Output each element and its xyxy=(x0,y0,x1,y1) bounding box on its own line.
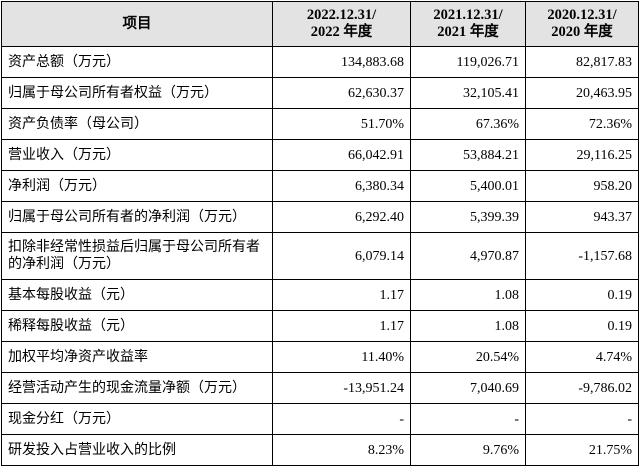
label-cell: 资产负债率（母公司） xyxy=(1,108,273,140)
label-cell: 经营活动产生的现金流量净额（万元） xyxy=(1,372,273,404)
value-cell: 4.74% xyxy=(525,341,639,373)
value-cell: 6,079.14 xyxy=(272,232,411,280)
value-cell: 20,463.95 xyxy=(525,77,639,109)
label-cell: 归属于母公司所有者的净利润（万元） xyxy=(1,201,273,233)
value-cell: 21.75% xyxy=(525,434,639,466)
header-text: 2022.12.31/ xyxy=(306,7,377,23)
label-cell: 资产总额（万元） xyxy=(1,46,273,78)
value-cell: 134,883.68 xyxy=(272,46,411,78)
table-body: 资产总额（万元） 134,883.68 119,026.71 82,817.83 归属于… xyxy=(1,46,639,466)
label-cell: 稀释每股收益（元） xyxy=(1,310,273,342)
value-cell: 1.08 xyxy=(410,310,526,342)
value-cell: 32,105.41 xyxy=(410,77,526,109)
value-cell: 943.37 xyxy=(525,201,639,233)
table-row: 经营活动产生的现金流量净额（万元） -13,951.24 7,040.69 -9,78… xyxy=(1,372,639,404)
value-cell: 51.70% xyxy=(272,108,411,140)
value-cell: 9.76% xyxy=(410,434,526,466)
header-text: 2022 年度 xyxy=(310,24,373,40)
label-cell: 归属于母公司所有者权益（万元） xyxy=(1,77,273,109)
value-cell: 119,026.71 xyxy=(410,46,526,78)
value-cell: 6,380.34 xyxy=(272,170,411,202)
value-cell: 72.36% xyxy=(525,108,639,140)
label-cell: 现金分红（万元） xyxy=(1,403,273,435)
value-cell: 958.20 xyxy=(525,170,639,202)
value-cell: 82,817.83 xyxy=(525,46,639,78)
header-text: 2020.12.31/ xyxy=(547,7,617,23)
value-cell: 11.40% xyxy=(272,341,411,373)
table-row: 加权平均净资产收益率 11.40% 20.54% 4.74% xyxy=(1,341,639,373)
table-row: 资产总额（万元） 134,883.68 119,026.71 82,817.83 xyxy=(1,46,639,78)
value-cell: 0.19 xyxy=(525,279,639,311)
label-cell: 净利润（万元） xyxy=(1,170,273,202)
value-cell: -1,157.68 xyxy=(525,232,639,280)
table-row: 稀释每股收益（元） 1.17 1.08 0.19 xyxy=(1,310,639,342)
value-cell: 8.23% xyxy=(272,434,411,466)
value-cell: 5,400.01 xyxy=(410,170,526,202)
value-cell: 1.17 xyxy=(272,279,411,311)
table-row: 基本每股收益（元） 1.17 1.08 0.19 xyxy=(1,279,639,311)
label-cell: 基本每股收益（元） xyxy=(1,279,273,311)
value-cell: 7,040.69 xyxy=(410,372,526,404)
value-cell: 62,630.37 xyxy=(272,77,411,109)
label-cell: 扣除非经常性损益后归属于母公司所有者的净利润（万元） xyxy=(1,232,273,280)
label-cell: 营业收入（万元） xyxy=(1,139,273,171)
table-row: 营业收入（万元） 66,042.91 53,884.21 29,116.25 xyxy=(1,139,639,171)
value-cell: - xyxy=(410,403,526,435)
value-cell: 20.54% xyxy=(410,341,526,373)
header-cell: 2021.12.31/2021 年度 xyxy=(410,1,526,47)
value-cell: - xyxy=(525,403,639,435)
table-row: 归属于母公司所有者的净利润（万元） 6,292.40 5,399.39 943.37 xyxy=(1,201,639,233)
value-cell: -9,786.02 xyxy=(525,372,639,404)
value-cell: 6,292.40 xyxy=(272,201,411,233)
header-text: 2020 年度 xyxy=(551,24,613,40)
table-row: 归属于母公司所有者权益（万元） 62,630.37 32,105.41 20,463.… xyxy=(1,77,639,109)
value-cell: 5,399.39 xyxy=(410,201,526,233)
value-cell: -13,951.24 xyxy=(272,372,411,404)
value-cell: 29,116.25 xyxy=(525,139,639,171)
header-text: 2021 年度 xyxy=(437,24,499,40)
value-cell: - xyxy=(272,403,411,435)
value-cell: 67.36% xyxy=(410,108,526,140)
header-row: 项目 2022.12.31/2022 年度 2021.12.31/2021 年度 20… xyxy=(1,1,639,47)
header-cell: 2022.12.31/2022 年度 xyxy=(272,1,411,47)
table-row: 扣除非经常性损益后归属于母公司所有者的净利润（万元） 6,079.14 4,970.… xyxy=(1,232,639,280)
value-cell: 1.08 xyxy=(410,279,526,311)
value-cell: 53,884.21 xyxy=(410,139,526,171)
label-cell: 研发投入占营业收入的比例 xyxy=(1,434,273,466)
label-cell: 加权平均净资产收益率 xyxy=(1,341,273,373)
header-text: 项目 xyxy=(122,15,152,32)
table-row: 资产负债率（母公司） 51.70% 67.36% 72.36% xyxy=(1,108,639,140)
table-row: 研发投入占营业收入的比例 8.23% 9.76% 21.75% xyxy=(1,434,639,466)
header-cell: 项目 xyxy=(1,1,273,47)
table-row: 现金分红（万元） - - - xyxy=(1,403,639,435)
table-row: 净利润（万元） 6,380.34 5,400.01 958.20 xyxy=(1,170,639,202)
header-cell: 2020.12.31/2020 年度 xyxy=(525,1,639,47)
value-cell: 66,042.91 xyxy=(272,139,411,171)
value-cell: 1.17 xyxy=(272,310,411,342)
value-cell: 4,970.87 xyxy=(410,232,526,280)
value-cell: 0.19 xyxy=(525,310,639,342)
header-text: 2021.12.31/ xyxy=(433,7,503,23)
